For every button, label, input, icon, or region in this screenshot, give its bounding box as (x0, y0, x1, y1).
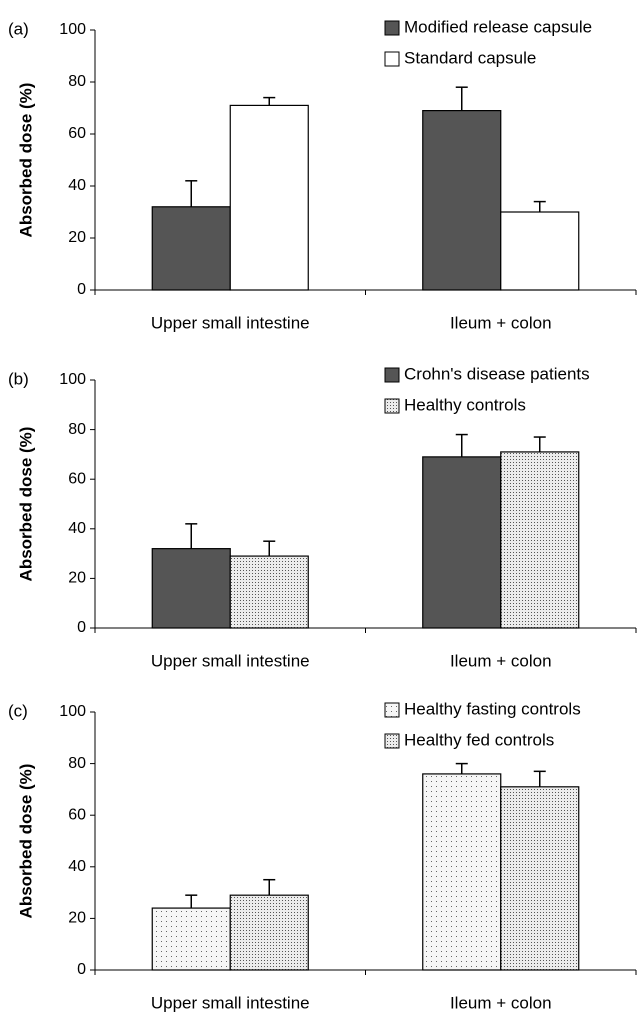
panel-label: (a) (8, 19, 29, 38)
y-tick-label: 80 (68, 755, 86, 772)
x-tick-label: Upper small intestine (151, 993, 310, 1012)
y-tick-label: 20 (68, 229, 86, 246)
bar (229, 104, 309, 291)
y-tick-label: 40 (68, 177, 86, 194)
legend-label: Standard capsule (404, 48, 536, 67)
y-tick-label: 0 (77, 619, 86, 636)
x-tick-label: Ileum + colon (450, 993, 552, 1012)
y-axis-label: Absorbed dose (%) (16, 764, 35, 919)
y-tick-label: 100 (59, 371, 86, 388)
legend-swatch (384, 733, 400, 749)
y-tick-label: 60 (68, 470, 86, 487)
y-axis-label: Absorbed dose (%) (16, 83, 35, 238)
y-tick-label: 20 (68, 570, 86, 587)
bar (500, 211, 580, 291)
bar (229, 555, 309, 629)
legend-label: Modified release capsule (404, 17, 592, 36)
y-tick-label: 0 (77, 281, 86, 298)
bar (151, 907, 231, 971)
bar (422, 109, 502, 291)
bar (500, 786, 580, 971)
bar (151, 206, 231, 291)
legend-label: Healthy controls (404, 395, 526, 414)
y-tick-label: 20 (68, 910, 86, 927)
legend-swatch (384, 20, 400, 36)
legend-label: Crohn's disease patients (404, 364, 590, 383)
y-tick-label: 80 (68, 73, 86, 90)
bar (151, 548, 231, 629)
legend-swatch (384, 367, 400, 383)
x-tick-label: Upper small intestine (151, 651, 310, 670)
x-tick-label: Ileum + colon (450, 313, 552, 332)
y-tick-label: 40 (68, 858, 86, 875)
y-tick-label: 100 (59, 21, 86, 38)
panel-label: (c) (8, 701, 28, 720)
y-tick-label: 100 (59, 703, 86, 720)
y-tick-label: 60 (68, 806, 86, 823)
legend-swatch (384, 702, 400, 718)
bar (229, 894, 309, 971)
y-tick-label: 0 (77, 961, 86, 978)
bar (500, 451, 580, 629)
legend-swatch (384, 51, 400, 67)
legend-swatch (384, 398, 400, 414)
legend-label: Healthy fasting controls (404, 699, 581, 718)
panel-label: (b) (8, 369, 29, 388)
x-tick-label: Upper small intestine (151, 313, 310, 332)
legend-label: Healthy fed controls (404, 730, 554, 749)
y-tick-label: 40 (68, 520, 86, 537)
y-axis-label: Absorbed dose (%) (16, 427, 35, 582)
bar (422, 456, 502, 629)
x-tick-label: Ileum + colon (450, 651, 552, 670)
y-tick-label: 60 (68, 125, 86, 142)
y-tick-label: 80 (68, 421, 86, 438)
bar (422, 773, 502, 971)
